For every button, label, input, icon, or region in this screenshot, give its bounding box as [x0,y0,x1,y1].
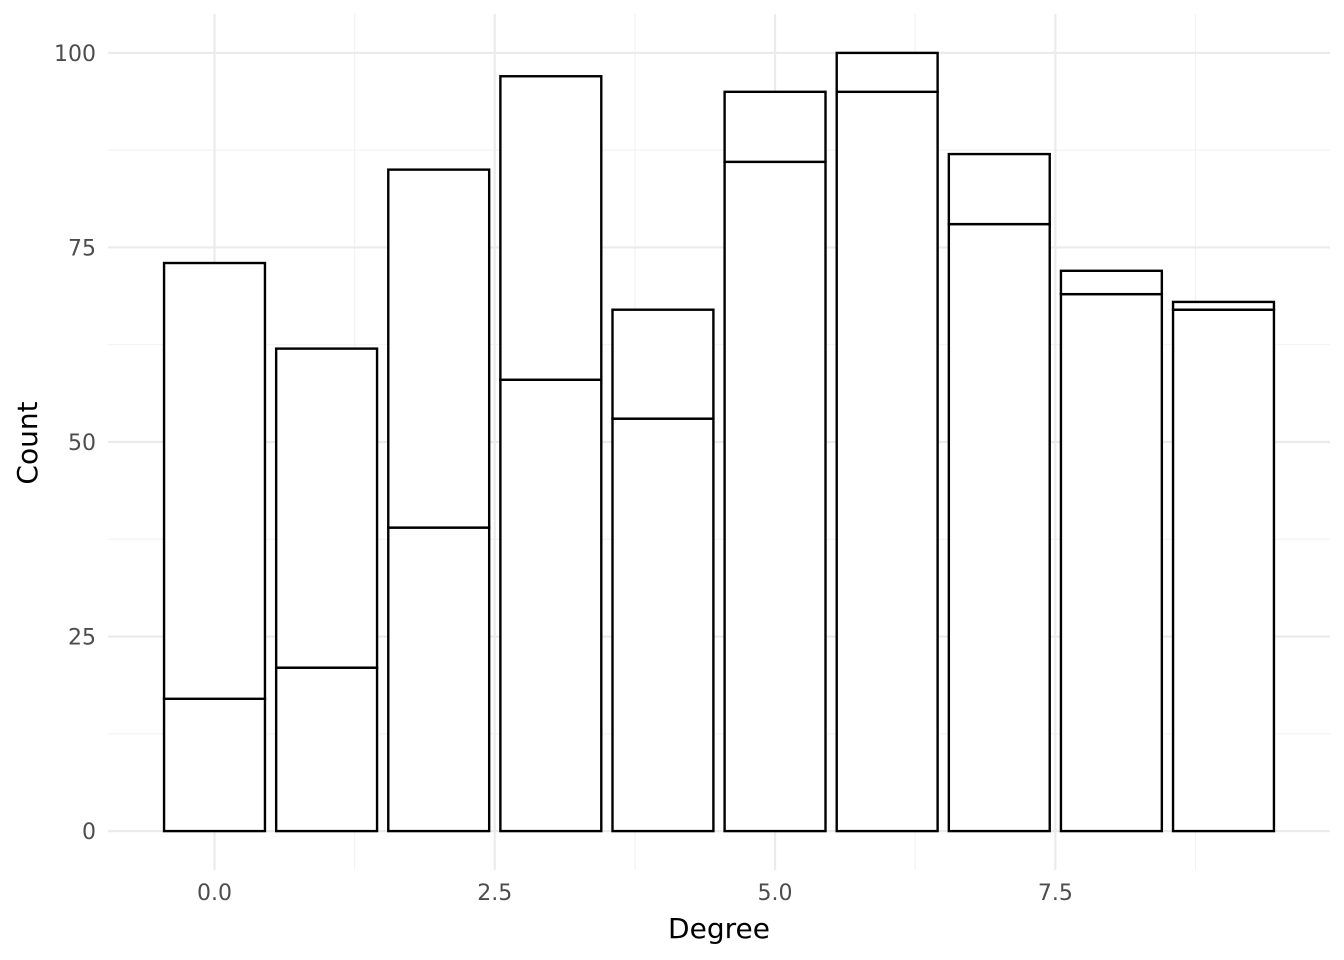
bar-segment-0 [611,417,715,833]
y-tick-label: 0 [82,820,96,845]
bar-segment-0 [947,222,1051,833]
bar-segment-1 [1059,269,1164,296]
bar-segment-1 [162,261,267,701]
bar-segment-0 [274,666,379,833]
x-tick-label: 0.0 [197,881,232,906]
bar-segment-1 [723,90,827,164]
bar-segment-1 [611,308,715,420]
x-tick-label: 2.5 [477,881,512,906]
bar-segment-1 [1171,300,1276,311]
bar-segment-0 [387,526,491,833]
y-tick-labels: 0 25 50 75 100 [54,42,96,845]
y-tick-label: 75 [68,236,96,261]
bar-segment-1 [499,75,603,381]
bar-segment-1 [387,168,491,529]
x-tick-label: 7.5 [1038,881,1073,906]
bar-segment-0 [1171,308,1276,833]
bar-segment-1 [835,51,939,94]
bars [162,51,1276,833]
bar-segment-0 [723,160,827,833]
bar-segment-0 [162,697,267,833]
x-axis-title: Degree [668,912,770,945]
bar-segment-1 [274,347,379,669]
x-tick-labels: 0.0 2.5 5.0 7.5 [197,881,1073,906]
y-axis-title: Count [11,401,44,484]
y-tick-label: 100 [54,42,96,67]
bar-segment-0 [835,90,939,833]
x-tick-label: 5.0 [758,881,793,906]
bar-segment-0 [1059,292,1164,833]
y-tick-label: 50 [68,431,96,456]
bar-segment-1 [947,152,1051,226]
y-tick-label: 25 [68,626,96,651]
bar-segment-0 [499,378,603,833]
